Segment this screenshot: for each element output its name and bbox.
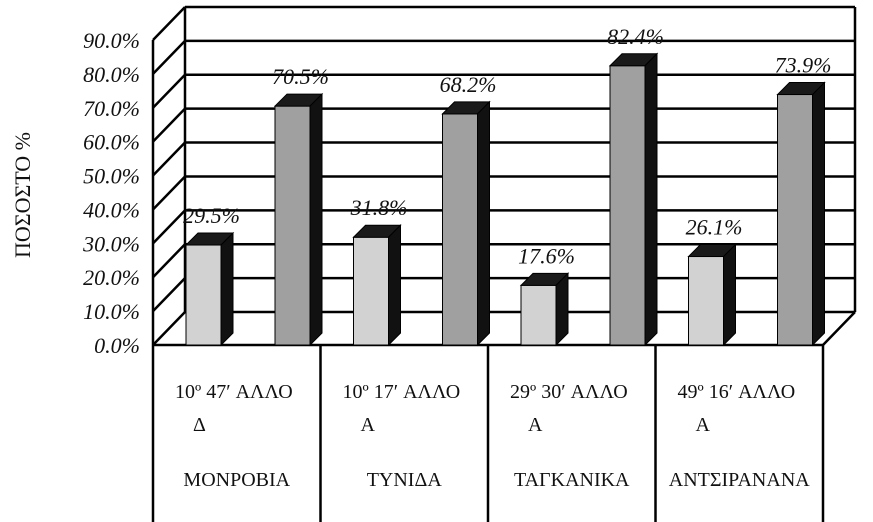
category-city-label: ΤΥΝΙΔΑ [367,469,443,491]
gridline-depth [152,107,186,143]
gridline-depth [152,243,186,279]
y-tick-label: 0.0% [94,333,140,358]
gridline-depth [152,311,186,346]
gridlines [152,5,855,346]
bar-side [555,272,569,347]
data-label: 29.5% [183,203,240,228]
data-label: 70.5% [272,64,329,89]
y-axis-label: ΠΟΣΟΣΤΟ % [10,132,35,258]
category-label-line1: 10º 17′ ΑΛΛΟ [343,381,461,403]
gridline-depth [152,175,186,211]
category-label-line2: Α [696,414,711,436]
y-tick-label: 10.0% [83,299,140,324]
data-label: 17.6% [518,243,575,268]
gridline-depth [152,40,186,75]
bar [688,256,724,346]
bar-side [309,92,323,347]
y-tick-label: 30.0% [82,231,140,256]
bar-side [812,81,825,347]
data-label: 73.9% [775,53,832,78]
y-tick-label: 60.0% [83,130,140,155]
data-label: 82.4% [607,24,664,49]
y-tick-label: 90.0% [83,28,140,53]
bar-side [220,231,234,347]
category-city-label: ΤΑΓΚΑΝΙΚΑ [514,469,630,491]
category-label-line1: 49º 16′ ΑΛΛΟ [678,381,796,403]
data-label: 68.2% [440,72,497,97]
bar [274,105,311,346]
y-tick-labels: 0.0% 10.0% 20.0% 30.0% 40.0% 50.0% 60.0% 70.0% 8… [82,28,140,358]
category-label-line2: Α [361,414,376,436]
bar-side [477,100,490,347]
bar-side [388,224,401,347]
bar-side [644,52,658,347]
bar [185,244,222,346]
category-label-line1: 10º 47′ ΑΛΛΟ [175,381,293,403]
bars [184,52,826,347]
gridline-depth [152,277,186,312]
y-tick-label: 40.0% [83,197,140,222]
category-label-line2: Δ [193,414,206,436]
data-label: 26.1% [686,215,743,240]
bar [353,236,389,346]
y-tick-label: 70.0% [83,96,140,121]
gridline-depth [152,73,186,109]
category-table: 10º 47′ ΑΛΛΟ Δ ΜΟΝΡΟΒΙΑ 10º 17′ ΑΛΛΟ Α ΤΥΝΙΔΑ… [151,345,825,522]
bar [777,94,813,346]
gridline-depth [152,6,186,41]
data-label: 31.8% [350,195,408,220]
category-label-line2: Α [528,414,543,436]
y-tick-label: 50.0% [83,164,140,189]
floor-right-edge [822,311,856,346]
y-tick-label: 80.0% [83,62,140,87]
gridline-depth [152,209,186,245]
category-label-line1: 29º 30′ ΑΛΛΟ [510,381,628,403]
category-city-label: ΑΝΤΣΙΡΑΝΑΝΑ [669,469,810,491]
y-tick-label: 20.0% [83,265,140,290]
bar [609,65,646,346]
bar [520,284,557,346]
gridline-depth [152,141,186,177]
category-city-label: ΜΟΝΡΟΒΙΑ [183,469,290,491]
bar-side [723,243,736,347]
data-labels: 29.5% 31.8% 17.6% 26.1% 70.5% 68.2% 82.4% 73.9% [183,24,831,269]
bar [442,113,478,346]
